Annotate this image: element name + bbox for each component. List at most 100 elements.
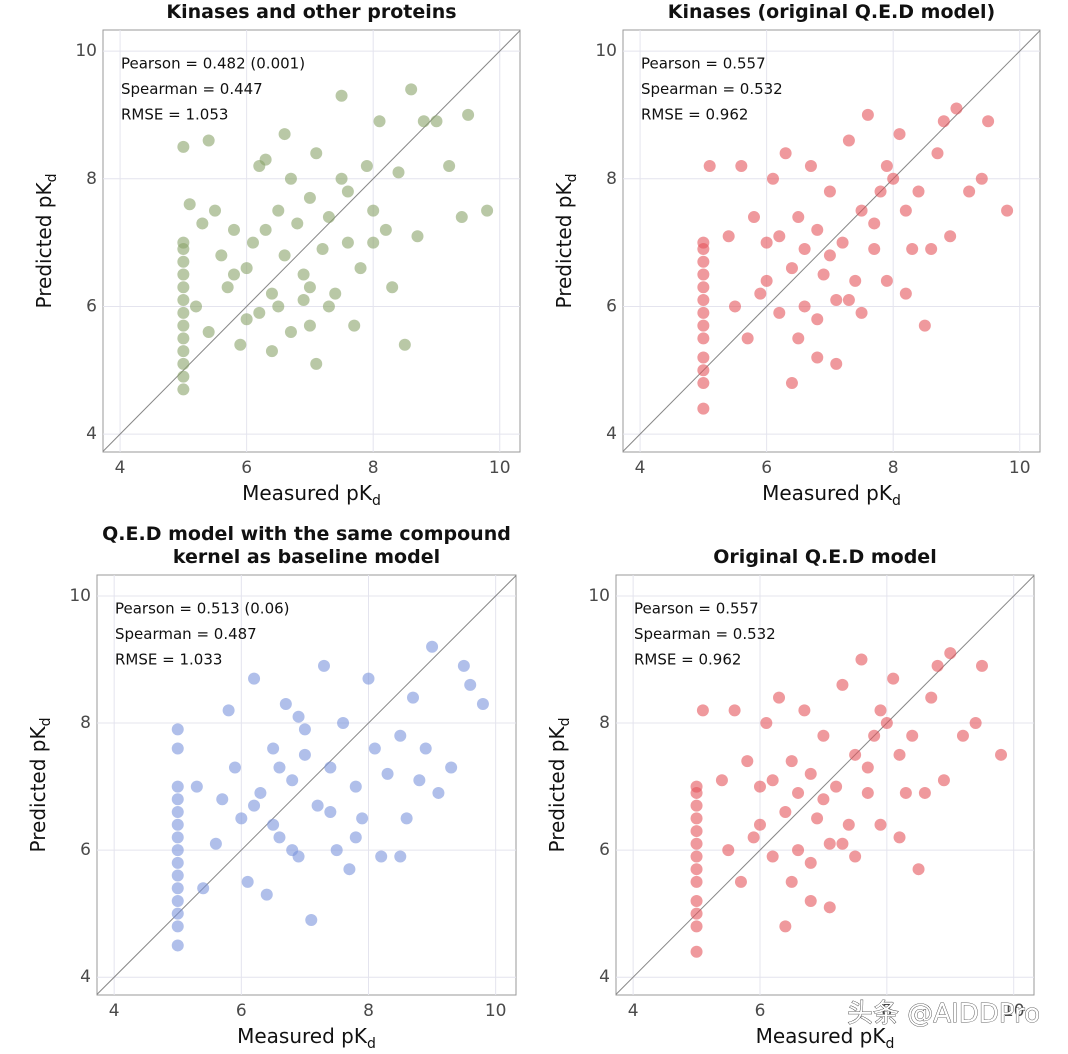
point bbox=[234, 338, 247, 351]
x-axis-label: Measured pKd bbox=[756, 1024, 895, 1052]
point bbox=[995, 748, 1008, 761]
point bbox=[248, 672, 261, 685]
point bbox=[690, 812, 703, 825]
point bbox=[228, 761, 241, 774]
point bbox=[406, 691, 419, 704]
point bbox=[937, 115, 950, 128]
point bbox=[375, 850, 388, 863]
point bbox=[445, 761, 458, 774]
point bbox=[785, 755, 798, 768]
y-tick-label: 6 bbox=[80, 840, 91, 860]
point bbox=[303, 281, 316, 294]
stat-annotation: Spearman = 0.447 bbox=[121, 80, 263, 98]
point bbox=[171, 882, 184, 895]
point bbox=[880, 717, 893, 730]
point bbox=[690, 799, 703, 812]
stat-annotation: Pearson = 0.557 bbox=[634, 600, 759, 618]
stat-annotation: Spearman = 0.532 bbox=[641, 80, 783, 98]
y-tick-label: 10 bbox=[595, 41, 617, 61]
point bbox=[918, 786, 931, 799]
point bbox=[690, 920, 703, 933]
point bbox=[386, 281, 399, 294]
point bbox=[697, 319, 710, 332]
point bbox=[241, 875, 254, 888]
point bbox=[190, 780, 203, 793]
point bbox=[899, 786, 912, 799]
x-tick-label: 4 bbox=[109, 1001, 120, 1021]
point bbox=[310, 147, 323, 160]
point bbox=[341, 185, 354, 198]
point bbox=[804, 767, 817, 780]
point bbox=[177, 370, 190, 383]
point bbox=[804, 159, 817, 172]
point bbox=[804, 856, 817, 869]
panel: 4 6 8 10 4 6 8 10 Kinases and other proteins Pear… bbox=[32, 1, 521, 509]
point bbox=[855, 306, 868, 319]
point bbox=[697, 332, 710, 345]
point bbox=[177, 236, 190, 249]
point bbox=[792, 211, 805, 224]
point bbox=[335, 172, 348, 185]
y-tick-label: 6 bbox=[599, 840, 610, 860]
stat-annotation: RMSE = 1.053 bbox=[121, 106, 228, 124]
point bbox=[368, 742, 381, 755]
point bbox=[400, 812, 413, 825]
stat-annotation: RMSE = 0.962 bbox=[641, 106, 748, 124]
point bbox=[354, 262, 367, 275]
point bbox=[221, 281, 234, 294]
point bbox=[316, 242, 329, 255]
point bbox=[303, 319, 316, 332]
point bbox=[766, 172, 779, 185]
stat-annotation: RMSE = 1.033 bbox=[115, 651, 222, 669]
point bbox=[747, 831, 760, 844]
point bbox=[227, 223, 240, 236]
point bbox=[292, 710, 305, 723]
x-axis-label-sub: d bbox=[372, 493, 381, 509]
point bbox=[196, 217, 209, 230]
x-axis-label-main: Measured pK bbox=[242, 481, 373, 505]
point bbox=[874, 185, 887, 198]
point bbox=[849, 748, 862, 761]
point bbox=[753, 780, 766, 793]
point bbox=[171, 806, 184, 819]
point bbox=[690, 825, 703, 838]
y-axis-label-sub: d bbox=[44, 174, 60, 183]
point bbox=[177, 306, 190, 319]
point bbox=[830, 357, 843, 370]
x-axis-label-main: Measured pK bbox=[756, 1024, 887, 1048]
point bbox=[286, 844, 299, 857]
stat-annotation: Spearman = 0.487 bbox=[115, 625, 257, 643]
x-axis-label: Measured pKd bbox=[762, 481, 901, 509]
point bbox=[267, 818, 280, 831]
watermark: 头条 @AIDDPro bbox=[847, 999, 1040, 1029]
point bbox=[317, 659, 330, 672]
panel: 4 6 8 10 4 6 8 10 Original Q.E.D model Pearson = … bbox=[545, 546, 1035, 1052]
point bbox=[273, 761, 286, 774]
point bbox=[906, 729, 919, 742]
point bbox=[349, 831, 362, 844]
point bbox=[880, 274, 893, 287]
point bbox=[849, 274, 862, 287]
point bbox=[823, 901, 836, 914]
point bbox=[171, 856, 184, 869]
point bbox=[324, 806, 337, 819]
point bbox=[893, 748, 906, 761]
point bbox=[811, 313, 824, 326]
point bbox=[267, 742, 280, 755]
stat-annotation: Pearson = 0.513 (0.06) bbox=[115, 600, 290, 618]
point bbox=[874, 704, 887, 717]
point bbox=[823, 249, 836, 262]
y-axis-label-sub: d bbox=[564, 174, 580, 183]
point bbox=[298, 748, 311, 761]
x-tick-label: 10 bbox=[489, 458, 511, 478]
point bbox=[171, 723, 184, 736]
point bbox=[278, 128, 291, 141]
point bbox=[697, 364, 710, 377]
x-tick-label: 6 bbox=[236, 1001, 247, 1021]
point bbox=[222, 704, 235, 717]
point bbox=[177, 268, 190, 281]
point bbox=[982, 115, 995, 128]
point bbox=[690, 875, 703, 888]
point bbox=[754, 287, 767, 300]
point bbox=[690, 850, 703, 863]
